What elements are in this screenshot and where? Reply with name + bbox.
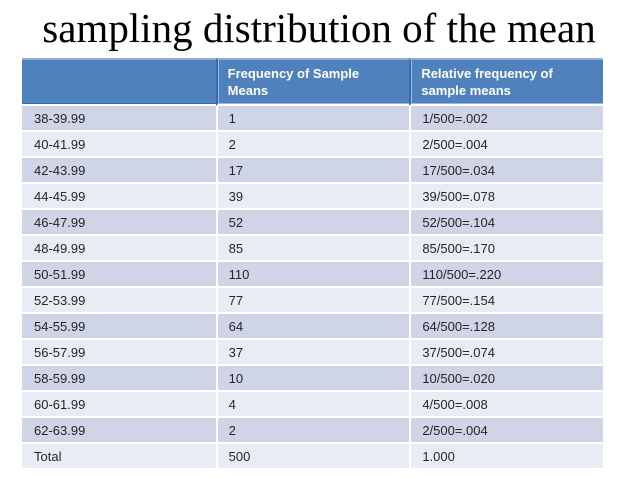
header-cell-frequency: Frequency of Sample Means <box>215 58 410 106</box>
range-cell: 62-63.99 <box>22 418 216 444</box>
table-row-total: Total 500 1.000 <box>22 444 603 470</box>
table-row: 46-47.99 52 52/500=.104 <box>22 210 603 236</box>
table-row: 44-45.99 39 39/500=.078 <box>22 184 603 210</box>
frequency-cell: 52 <box>215 210 410 236</box>
frequency-cell: 10 <box>215 366 410 392</box>
range-cell: 44-45.99 <box>22 184 216 210</box>
header-cell-class-interval <box>22 58 216 106</box>
relative-frequency-cell: 64/500=.128 <box>409 314 603 340</box>
range-cell: Total <box>22 444 216 470</box>
table-header-row: Frequency of Sample Means Relative frequ… <box>22 58 603 106</box>
table-row: 38-39.99 1 1/500=.002 <box>22 106 603 132</box>
range-cell: 56-57.99 <box>22 340 216 366</box>
table-row: 52-53.99 77 77/500=.154 <box>22 288 603 314</box>
range-cell: 38-39.99 <box>22 106 216 132</box>
frequency-cell: 37 <box>215 340 410 366</box>
range-cell: 48-49.99 <box>22 236 216 262</box>
header-cell-relative-frequency: Relative frequency of sample means <box>409 58 603 106</box>
table-row: 58-59.99 10 10/500=.020 <box>22 366 603 392</box>
frequency-cell: 39 <box>215 184 410 210</box>
relative-frequency-cell: 110/500=.220 <box>409 262 603 288</box>
relative-frequency-cell: 39/500=.078 <box>409 184 603 210</box>
range-cell: 52-53.99 <box>22 288 216 314</box>
table-row: 50-51.99 110 110/500=.220 <box>22 262 603 288</box>
relative-frequency-cell: 77/500=.154 <box>409 288 603 314</box>
frequency-cell: 64 <box>215 314 410 340</box>
range-cell: 42-43.99 <box>22 158 216 184</box>
range-cell: 60-61.99 <box>22 392 216 418</box>
frequency-cell: 2 <box>215 418 410 444</box>
table-row: 56-57.99 37 37/500=.074 <box>22 340 603 366</box>
relative-frequency-cell: 52/500=.104 <box>409 210 603 236</box>
frequency-cell: 1 <box>215 106 410 132</box>
table-row: 62-63.99 2 2/500=.004 <box>22 418 603 444</box>
relative-frequency-cell: 37/500=.074 <box>409 340 603 366</box>
range-cell: 46-47.99 <box>22 210 216 236</box>
table-row: 54-55.99 64 64/500=.128 <box>22 314 603 340</box>
frequency-cell: 2 <box>215 132 410 158</box>
frequency-cell: 110 <box>215 262 410 288</box>
range-cell: 58-59.99 <box>22 366 216 392</box>
relative-frequency-cell: 1/500=.002 <box>409 106 603 132</box>
table-row: 60-61.99 4 4/500=.008 <box>22 392 603 418</box>
frequency-cell: 4 <box>215 392 410 418</box>
table-row: 48-49.99 85 85/500=.170 <box>22 236 603 262</box>
relative-frequency-cell: 2/500=.004 <box>409 132 603 158</box>
relative-frequency-cell: 1.000 <box>409 444 603 470</box>
frequency-cell: 77 <box>215 288 410 314</box>
frequency-table: Frequency of Sample Means Relative frequ… <box>22 58 603 470</box>
range-cell: 40-41.99 <box>22 132 216 158</box>
relative-frequency-cell: 17/500=.034 <box>409 158 603 184</box>
frequency-cell: 85 <box>215 236 410 262</box>
relative-frequency-cell: 2/500=.004 <box>409 418 603 444</box>
table-row: 40-41.99 2 2/500=.004 <box>22 132 603 158</box>
relative-frequency-cell: 4/500=.008 <box>409 392 603 418</box>
range-cell: 54-55.99 <box>22 314 216 340</box>
table-row: 42-43.99 17 17/500=.034 <box>22 158 603 184</box>
range-cell: 50-51.99 <box>22 262 216 288</box>
frequency-cell: 500 <box>215 444 410 470</box>
slide-title: sampling distribution of the mean <box>42 5 596 51</box>
relative-frequency-cell: 10/500=.020 <box>409 366 603 392</box>
frequency-cell: 17 <box>215 158 410 184</box>
relative-frequency-cell: 85/500=.170 <box>409 236 603 262</box>
